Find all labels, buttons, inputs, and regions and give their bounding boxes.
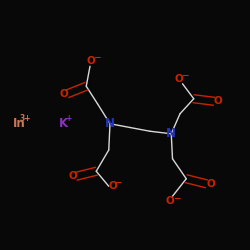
Text: −: − <box>93 53 101 62</box>
Text: O: O <box>108 181 117 191</box>
Text: O: O <box>68 171 77 181</box>
Text: O: O <box>206 179 215 189</box>
Text: O: O <box>174 74 183 84</box>
Text: In: In <box>12 117 25 130</box>
Text: O: O <box>60 89 68 99</box>
Text: −: − <box>114 178 122 187</box>
Text: O: O <box>87 56 96 66</box>
Text: +: + <box>65 114 71 123</box>
Text: O: O <box>166 196 174 206</box>
Text: N: N <box>105 117 115 130</box>
Text: 3+: 3+ <box>20 114 32 123</box>
Text: −: − <box>181 71 189 80</box>
Text: K: K <box>59 117 68 130</box>
Text: N: N <box>166 127 176 140</box>
Text: O: O <box>214 96 223 106</box>
Text: −: − <box>173 194 181 203</box>
